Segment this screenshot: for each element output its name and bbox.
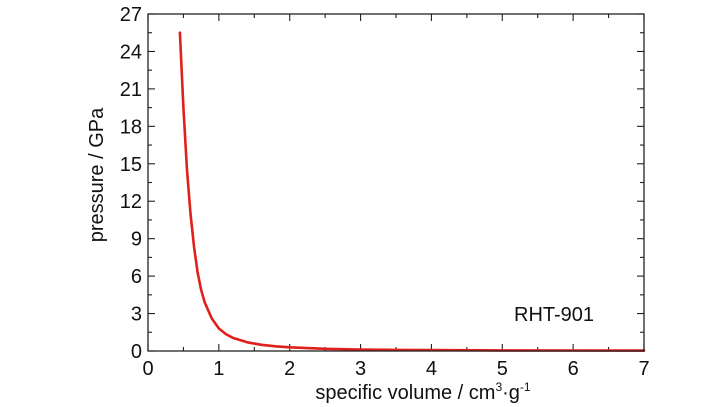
y-tick-label-1: 3 <box>131 304 142 326</box>
x-axis-label-sup1: 3 <box>495 380 502 394</box>
y-tick-label-2: 6 <box>131 266 142 288</box>
x-tick-label-4: 4 <box>426 358 437 380</box>
y-tick-label-5: 15 <box>120 154 142 176</box>
x-axis-label-mid: ·g <box>502 382 520 404</box>
y-tick-label-0: 0 <box>131 341 142 363</box>
y-tick-label-7: 21 <box>120 79 142 101</box>
y-tick-label-3: 9 <box>131 229 142 251</box>
series-line-0 <box>178 31 646 352</box>
x-axis-label: specific volume / cm3·g-1 <box>315 380 531 404</box>
plot-frame <box>147 13 645 352</box>
x-tick-label-6: 6 <box>568 358 579 380</box>
annotation-label: RHT-901 <box>514 304 594 326</box>
x-tick-label-3: 3 <box>355 358 366 380</box>
x-axis-label-main: specific volume / cm <box>315 382 495 404</box>
y-tick-label-4: 12 <box>120 191 142 213</box>
x-tick-label-1: 1 <box>213 358 224 380</box>
x-tick-label-2: 2 <box>284 358 295 380</box>
y-tick-label-6: 18 <box>120 116 142 138</box>
x-tick-label-5: 5 <box>497 358 508 380</box>
x-tick-label-0: 0 <box>142 358 153 380</box>
x-axis-label-sup2: -1 <box>520 380 531 394</box>
y-tick-label-8: 24 <box>120 41 142 63</box>
series-layer <box>178 31 646 352</box>
axis-ticks <box>147 13 645 352</box>
x-tick-label-7: 7 <box>638 358 649 380</box>
y-tick-label-9: 27 <box>120 4 142 26</box>
y-axis-label: pressure / GPa <box>86 107 108 242</box>
